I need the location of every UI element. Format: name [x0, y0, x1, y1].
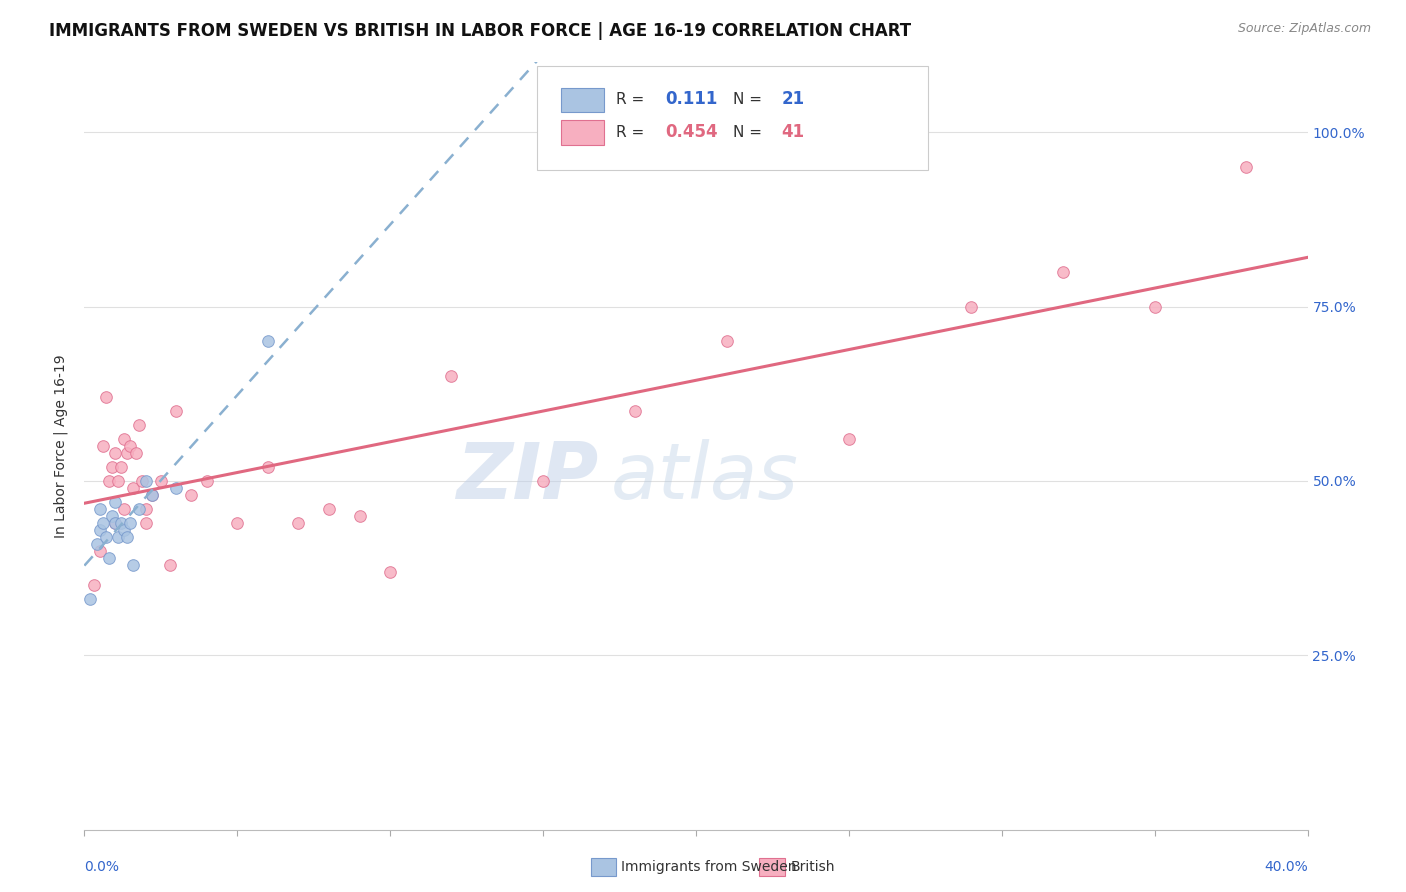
- Text: 0.454: 0.454: [665, 123, 718, 141]
- Point: [131, 474, 153, 488]
- Point: [716, 334, 738, 349]
- Point: [83, 578, 105, 592]
- Point: [91, 516, 114, 530]
- Point: [110, 516, 132, 530]
- Point: [101, 508, 124, 523]
- Text: R =: R =: [616, 92, 645, 107]
- Point: [86, 536, 108, 550]
- Point: [180, 488, 202, 502]
- Bar: [561, 87, 605, 112]
- Bar: [561, 120, 605, 145]
- Point: [318, 501, 340, 516]
- Point: [107, 530, 129, 544]
- Point: [287, 516, 309, 530]
- Point: [89, 543, 111, 558]
- Point: [165, 404, 187, 418]
- Point: [159, 558, 181, 572]
- Point: [94, 390, 117, 404]
- Text: N =: N =: [733, 125, 762, 140]
- Point: [380, 565, 402, 579]
- Text: atlas: atlas: [610, 439, 799, 515]
- Point: [135, 501, 157, 516]
- Text: Source: ZipAtlas.com: Source: ZipAtlas.com: [1237, 22, 1371, 36]
- Point: [838, 432, 860, 446]
- Point: [115, 530, 138, 544]
- Point: [89, 501, 111, 516]
- FancyBboxPatch shape: [537, 66, 928, 169]
- Point: [112, 523, 135, 537]
- Text: 21: 21: [782, 90, 804, 108]
- Text: British: British: [790, 860, 835, 874]
- Text: 0.0%: 0.0%: [84, 860, 120, 874]
- Text: N =: N =: [733, 92, 762, 107]
- Point: [349, 508, 371, 523]
- Text: 41: 41: [782, 123, 804, 141]
- Point: [128, 501, 150, 516]
- Point: [149, 474, 172, 488]
- Point: [112, 501, 135, 516]
- Point: [79, 592, 101, 607]
- Point: [960, 300, 983, 314]
- Point: [226, 516, 249, 530]
- Point: [112, 432, 135, 446]
- Text: 40.0%: 40.0%: [1264, 860, 1308, 874]
- Point: [128, 418, 150, 433]
- Point: [107, 474, 129, 488]
- Point: [141, 488, 163, 502]
- Point: [122, 558, 145, 572]
- Point: [104, 495, 127, 509]
- Point: [122, 481, 145, 495]
- Point: [104, 446, 127, 460]
- Point: [141, 488, 163, 502]
- Point: [257, 459, 280, 474]
- Text: Immigrants from Sweden: Immigrants from Sweden: [621, 860, 797, 874]
- Point: [165, 481, 187, 495]
- Text: 0.111: 0.111: [665, 90, 718, 108]
- Text: ZIP: ZIP: [456, 439, 598, 515]
- Point: [97, 550, 120, 565]
- Point: [135, 474, 157, 488]
- Point: [125, 446, 148, 460]
- Point: [104, 516, 127, 530]
- Point: [101, 459, 124, 474]
- Point: [104, 516, 127, 530]
- Point: [1143, 300, 1166, 314]
- Point: [89, 523, 111, 537]
- Point: [1236, 160, 1258, 174]
- Y-axis label: In Labor Force | Age 16-19: In Labor Force | Age 16-19: [53, 354, 67, 538]
- Point: [120, 516, 142, 530]
- Point: [94, 530, 117, 544]
- Point: [110, 459, 132, 474]
- Point: [91, 439, 114, 453]
- Point: [257, 334, 280, 349]
- Point: [97, 474, 120, 488]
- Point: [195, 474, 218, 488]
- Point: [1052, 265, 1074, 279]
- Point: [120, 439, 142, 453]
- Point: [135, 516, 157, 530]
- Point: [624, 404, 647, 418]
- Point: [531, 474, 554, 488]
- Point: [115, 446, 138, 460]
- Text: IMMIGRANTS FROM SWEDEN VS BRITISH IN LABOR FORCE | AGE 16-19 CORRELATION CHART: IMMIGRANTS FROM SWEDEN VS BRITISH IN LAB…: [49, 22, 911, 40]
- Point: [440, 369, 463, 384]
- Text: R =: R =: [616, 125, 645, 140]
